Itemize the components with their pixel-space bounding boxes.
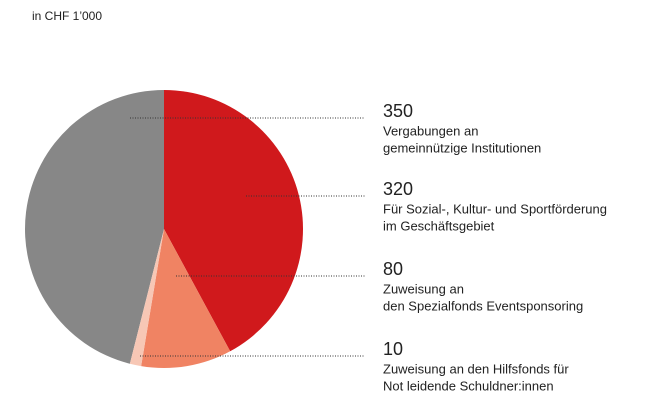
slice-label: den Spezialfonds Eventsponsoring	[383, 298, 583, 313]
value-label: 80	[383, 259, 403, 279]
slice-label: gemeinnützige Institutionen	[383, 140, 541, 155]
slice-label: Not leidende Schuldner:innen	[383, 378, 554, 393]
value-label: 350	[383, 101, 413, 121]
slice-label: im Geschäftsgebiet	[383, 218, 495, 233]
slice-label: Zuweisung an den Hilfsfonds für	[383, 361, 569, 376]
value-label: 10	[383, 339, 403, 359]
value-label: 320	[383, 179, 413, 199]
slice-label: Für Sozial-, Kultur- und Sportförderung	[383, 201, 607, 216]
pie-slice	[141, 229, 231, 368]
pie-slice	[129, 229, 164, 367]
slice-label: Vergabungen an	[383, 123, 478, 138]
pie-slice	[164, 90, 304, 352]
pie-slice	[25, 90, 165, 364]
chart-subtitle: in CHF 1’000	[32, 9, 102, 23]
slice-label: Zuweisung an	[383, 281, 464, 296]
